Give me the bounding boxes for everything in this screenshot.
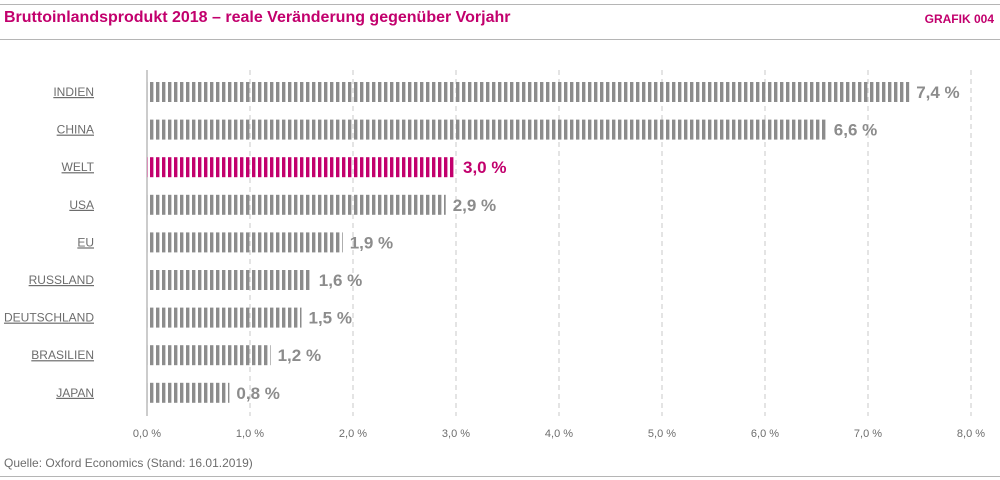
value-label: 3,0 % [463, 158, 506, 177]
value-label: 6,6 % [834, 121, 877, 140]
category-label: CHINA [57, 123, 94, 137]
category-label: RUSSLAND [29, 273, 95, 287]
bar [147, 82, 910, 102]
bar [147, 157, 456, 178]
bar [147, 345, 271, 366]
x-tick-label: 3,0 % [442, 428, 470, 440]
bar [147, 232, 343, 253]
value-label: 2,9 % [453, 196, 496, 215]
value-label: 0,8 % [236, 384, 279, 403]
x-tick-label: 0,0 % [133, 428, 161, 440]
value-label: 1,9 % [350, 233, 393, 252]
category-label: EU [77, 235, 94, 249]
x-tick-label: 6,0 % [751, 428, 779, 440]
bar-chart: 0,0 % 1,0 % 2,0 % 3,0 % 4,0 % 5,0 % 6,0 % 7,0 %… [4, 70, 985, 440]
graphic-number: GRAFIK 004 [924, 12, 994, 26]
bar [147, 194, 446, 215]
category-label: WELT [62, 160, 95, 174]
x-tick-label: 5,0 % [648, 428, 676, 440]
x-tick-label: 8,0 % [957, 428, 985, 440]
title-rule [0, 39, 1000, 40]
page-title: Bruttoinlandsprodukt 2018 – reale Veränd… [4, 9, 511, 26]
value-label: 1,2 % [278, 346, 321, 365]
bar [147, 270, 312, 290]
top-rule [0, 4, 1000, 5]
category-label: USA [69, 198, 94, 212]
category-label: INDIEN [53, 85, 94, 99]
source-note: Quelle: Oxford Economics (Stand: 16.01.2… [4, 456, 253, 470]
bar [147, 119, 827, 140]
category-label: BRASILIEN [31, 348, 94, 362]
value-label: 7,4 % [916, 83, 959, 102]
bar [147, 382, 230, 403]
x-tick-label: 2,0 % [339, 428, 367, 440]
category-label: DEUTSCHLAND [4, 311, 94, 325]
value-label: 1,5 % [309, 309, 352, 328]
x-tick-label: 1,0 % [236, 428, 264, 440]
category-label: JAPAN [56, 386, 94, 400]
value-label: 1,6 % [319, 271, 362, 290]
bottom-rule [0, 476, 1000, 477]
bar [147, 307, 302, 328]
x-tick-label: 4,0 % [545, 428, 573, 440]
x-tick-label: 7,0 % [854, 428, 882, 440]
